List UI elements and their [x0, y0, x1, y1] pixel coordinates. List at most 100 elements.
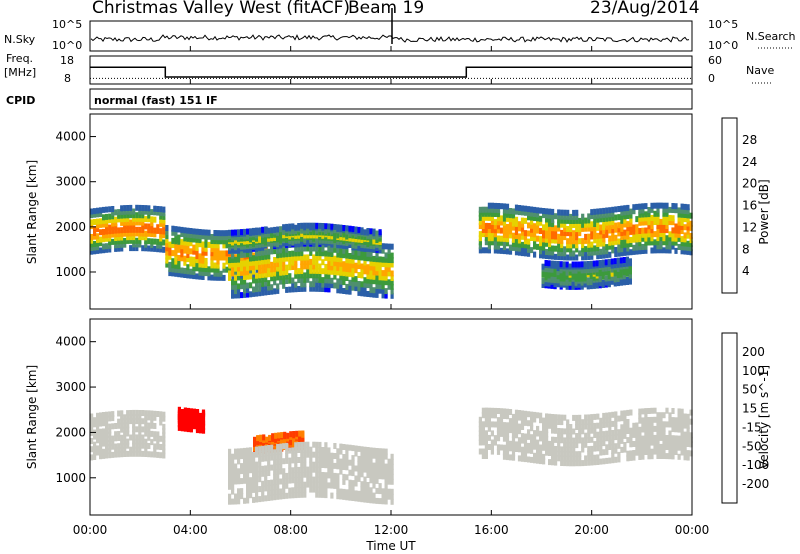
velocity-cell: [321, 486, 325, 493]
velocity-cell: [611, 420, 615, 427]
power-cell: [126, 230, 130, 237]
power-cell: [219, 238, 223, 245]
velocity-cell: [138, 418, 142, 425]
power-cell: [611, 214, 615, 221]
velocity-cell: [644, 449, 648, 455]
velocity-cell: [478, 439, 482, 446]
beam-label: Beam 19: [348, 0, 424, 18]
velocity-cell: [309, 476, 313, 483]
power-cell: [258, 250, 262, 256]
velocity-cell: [285, 452, 289, 459]
velocity-cell: [159, 415, 163, 422]
power-cell: [599, 208, 603, 215]
power-cell: [574, 271, 578, 278]
velocity-cell: [300, 466, 304, 473]
power-cell: [354, 280, 358, 287]
velocity-cell: [135, 418, 139, 425]
velocity-cell: [530, 420, 534, 427]
velocity-cell: [511, 432, 516, 438]
velocity-cell: [117, 422, 121, 429]
velocity-cell: [372, 482, 376, 489]
power-cell: [619, 257, 623, 264]
velocity-cell: [623, 446, 627, 453]
power-cell: [189, 272, 193, 279]
power-cell: [195, 265, 199, 272]
power-cell: [306, 272, 310, 279]
power-cell: [207, 229, 211, 236]
velocity-cell: [677, 422, 681, 428]
power-cell: [243, 265, 247, 272]
power-cell: [327, 259, 331, 266]
power-cell: [626, 208, 630, 215]
velocity-cell: [536, 430, 540, 437]
velocity-cell: [102, 452, 106, 459]
power-cell: [533, 235, 537, 242]
velocity-cell: [279, 463, 283, 470]
power-cell: [267, 257, 271, 264]
velocity-cell: [253, 436, 257, 443]
velocity-cell: [677, 444, 681, 451]
velocity-cell: [252, 456, 256, 463]
power-cell: [599, 240, 603, 247]
freq-label: Freq.: [6, 52, 33, 65]
velocity-cell: [357, 490, 361, 497]
power-cell: [324, 272, 328, 279]
velocity-cell: [159, 444, 163, 450]
power-cell: [249, 255, 253, 262]
power-cell: [360, 267, 364, 274]
power-cell: [198, 229, 202, 235]
power-cell: [520, 250, 525, 257]
velocity-cell: [659, 448, 663, 455]
velocity-cell: [641, 422, 645, 428]
power-cell: [590, 209, 594, 216]
power-cell: [520, 221, 525, 228]
power-cell: [650, 247, 654, 254]
velocity-cell: [674, 421, 678, 428]
power-cell: [318, 245, 322, 252]
power-cell: [297, 268, 301, 275]
velocity-cell: [511, 422, 516, 429]
velocity-cell: [514, 414, 519, 421]
velocity-cell: [306, 451, 310, 458]
velocity-cell: [246, 477, 250, 484]
velocity-cell: [357, 455, 361, 462]
power-cell: [360, 285, 364, 292]
power-cell: [342, 288, 346, 294]
velocity-cell: [258, 476, 262, 483]
velocity-cell: [288, 487, 292, 494]
velocity-cell: [623, 442, 627, 448]
power-cell: [276, 252, 280, 259]
power-cell: [533, 243, 537, 250]
power-cell: [312, 258, 316, 265]
power-cell: [659, 235, 663, 242]
power-cell: [291, 264, 295, 270]
power-cell: [587, 221, 591, 228]
power-cell: [294, 250, 298, 257]
power-cell: [381, 279, 385, 285]
velocity-cell: [387, 458, 391, 465]
velocity-cell: [375, 452, 379, 459]
velocity-cell: [527, 420, 531, 427]
velocity-cell: [542, 458, 546, 465]
velocity-cell: [198, 412, 203, 419]
power-cell: [572, 238, 576, 245]
power-cell: [243, 282, 247, 289]
power-cell: [635, 224, 639, 231]
velocity-cell: [264, 470, 268, 477]
power-cell: [318, 222, 322, 229]
power-cell: [545, 228, 549, 235]
velocity-cell: [123, 418, 127, 425]
power-cell: [659, 243, 663, 250]
velocity-cell: [159, 411, 163, 418]
power-cell: [168, 253, 172, 260]
x-tick-label: 12:00: [374, 523, 409, 537]
power-cell: [213, 234, 217, 241]
velocity-cell: [686, 450, 690, 457]
power-cell: [282, 269, 286, 276]
velocity-cell: [575, 460, 579, 467]
velocity-cell: [366, 457, 370, 463]
power-cell: [551, 233, 555, 240]
velocity-cell: [291, 492, 295, 499]
power-cell: [159, 217, 163, 224]
power-cell: [511, 236, 516, 243]
